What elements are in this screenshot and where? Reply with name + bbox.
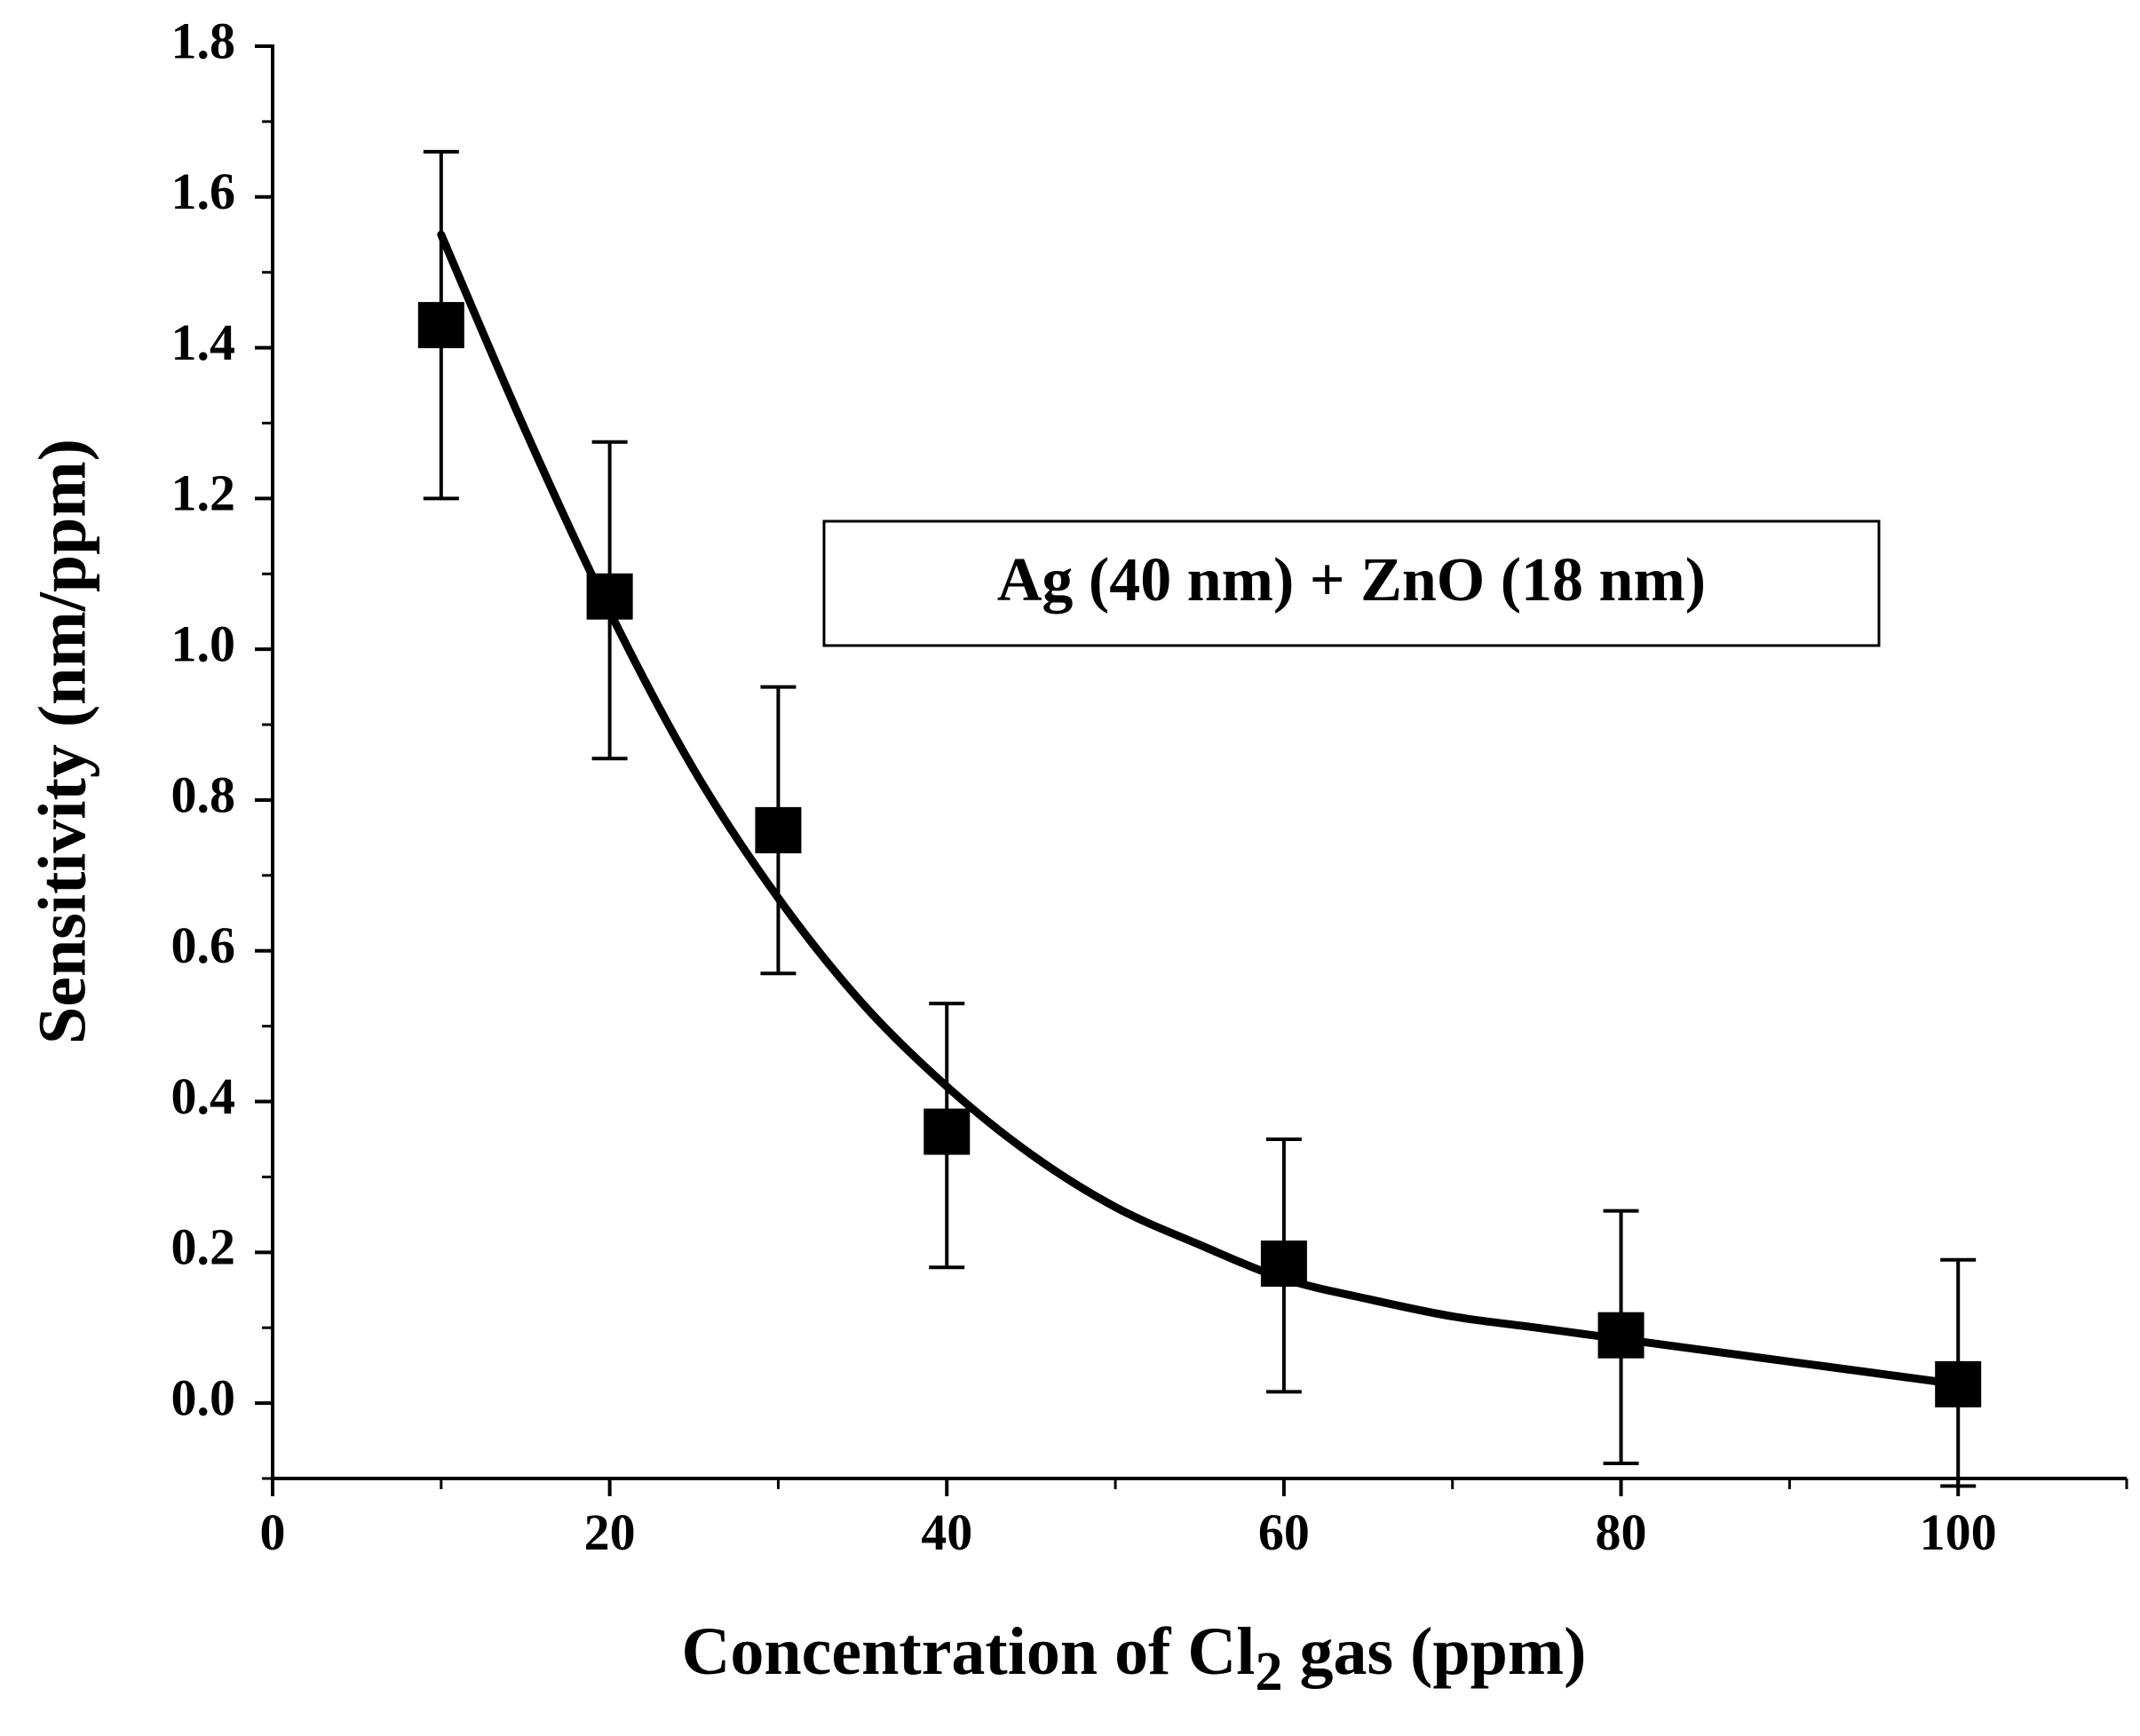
data-point (923, 1108, 971, 1155)
data-point (586, 573, 633, 620)
y-tick-label: 0.6 (171, 916, 236, 974)
x-tick-label: 20 (584, 1503, 636, 1561)
data-point (1935, 1360, 1982, 1407)
y-tick-label: 1.6 (171, 163, 236, 220)
legend: Ag (40 nm) + ZnO (18 nm) (822, 519, 1881, 647)
legend-box (822, 519, 1881, 647)
data-point (755, 806, 802, 853)
data-point (1597, 1312, 1645, 1359)
data-point (1260, 1241, 1307, 1288)
y-tick-label: 0.4 (171, 1067, 236, 1125)
x-axis-title-main: Concentration of Cl (682, 1614, 1256, 1689)
x-tick-label: 40 (921, 1503, 972, 1561)
y-tick-label: 1.2 (171, 464, 236, 522)
y-axis-title: Sensitivity (nm/ppm) (25, 439, 99, 1044)
x-tick-label: 60 (1258, 1503, 1310, 1561)
x-tick-label: 100 (1920, 1503, 1997, 1561)
x-axis-title: Concentration of Cl2 gas (ppm) (682, 1614, 1587, 1702)
y-tick-label: 1.4 (171, 313, 236, 371)
y-tick-label: 0.8 (171, 765, 236, 823)
legend-label: Ag (40 nm) + ZnO (18 nm) (997, 546, 1706, 614)
x-axis-title-tail: gas (ppm) (1282, 1614, 1586, 1689)
data-point (417, 302, 464, 349)
fit-curve (437, 230, 1962, 1389)
y-tick-label: 1.8 (171, 12, 236, 69)
y-tick-label: 0.2 (171, 1218, 236, 1276)
x-tick-label: 80 (1596, 1503, 1647, 1561)
y-tick-label: 1.0 (171, 614, 236, 672)
x-axis-title-subscript: 2 (1255, 1642, 1282, 1702)
y-tick-label: 0.0 (171, 1368, 236, 1426)
x-tick-label: 0 (260, 1503, 286, 1561)
